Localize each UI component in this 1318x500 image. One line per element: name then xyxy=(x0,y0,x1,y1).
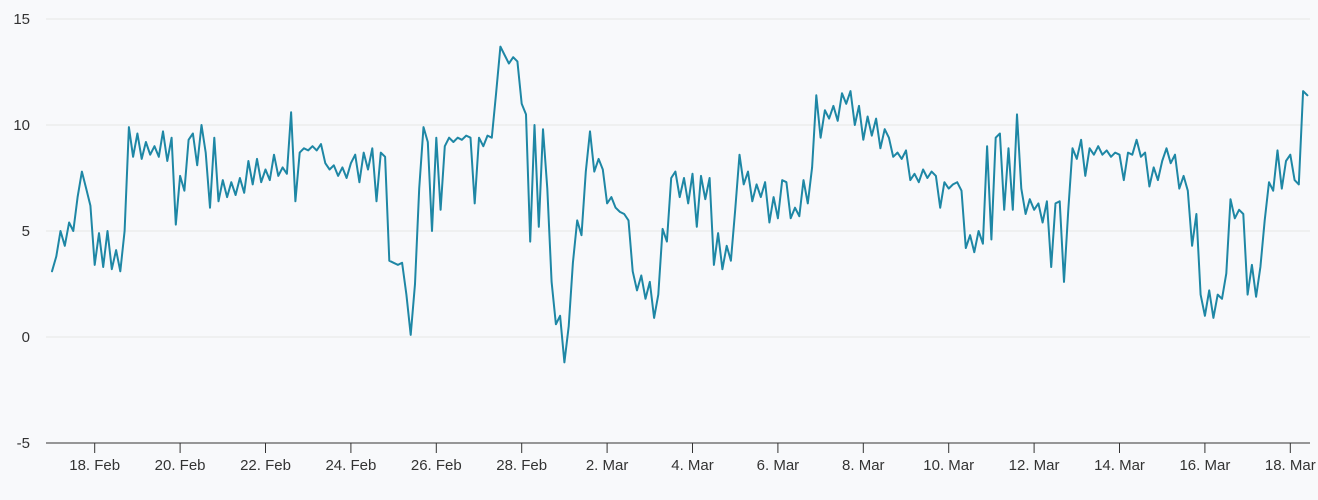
y-axis-label: -5 xyxy=(17,435,30,452)
x-axis-label: 8. Mar xyxy=(842,457,885,474)
x-axis-label: 18. Mar xyxy=(1265,457,1316,474)
x-axis-label: 22. Feb xyxy=(240,457,291,474)
x-axis-label: 20. Feb xyxy=(155,457,206,474)
y-axis-label: 0 xyxy=(22,329,30,346)
x-axis-label: 6. Mar xyxy=(757,457,800,474)
x-axis-label: 26. Feb xyxy=(411,457,462,474)
x-axis-label: 18. Feb xyxy=(69,457,120,474)
x-axis-label: 10. Mar xyxy=(923,457,974,474)
y-axis-label: 15 xyxy=(13,11,30,28)
x-axis-label: 28. Feb xyxy=(496,457,547,474)
x-axis-label: 24. Feb xyxy=(325,457,376,474)
x-axis-label: 4. Mar xyxy=(671,457,714,474)
x-axis-label: 12. Mar xyxy=(1009,457,1060,474)
series-line xyxy=(51,45,1309,364)
x-axis-label: 2. Mar xyxy=(586,457,629,474)
x-axis-label: 16. Mar xyxy=(1179,457,1230,474)
y-axis-label: 5 xyxy=(22,223,30,240)
y-axis-label: 10 xyxy=(13,117,30,134)
x-axis-label: 14. Mar xyxy=(1094,457,1145,474)
